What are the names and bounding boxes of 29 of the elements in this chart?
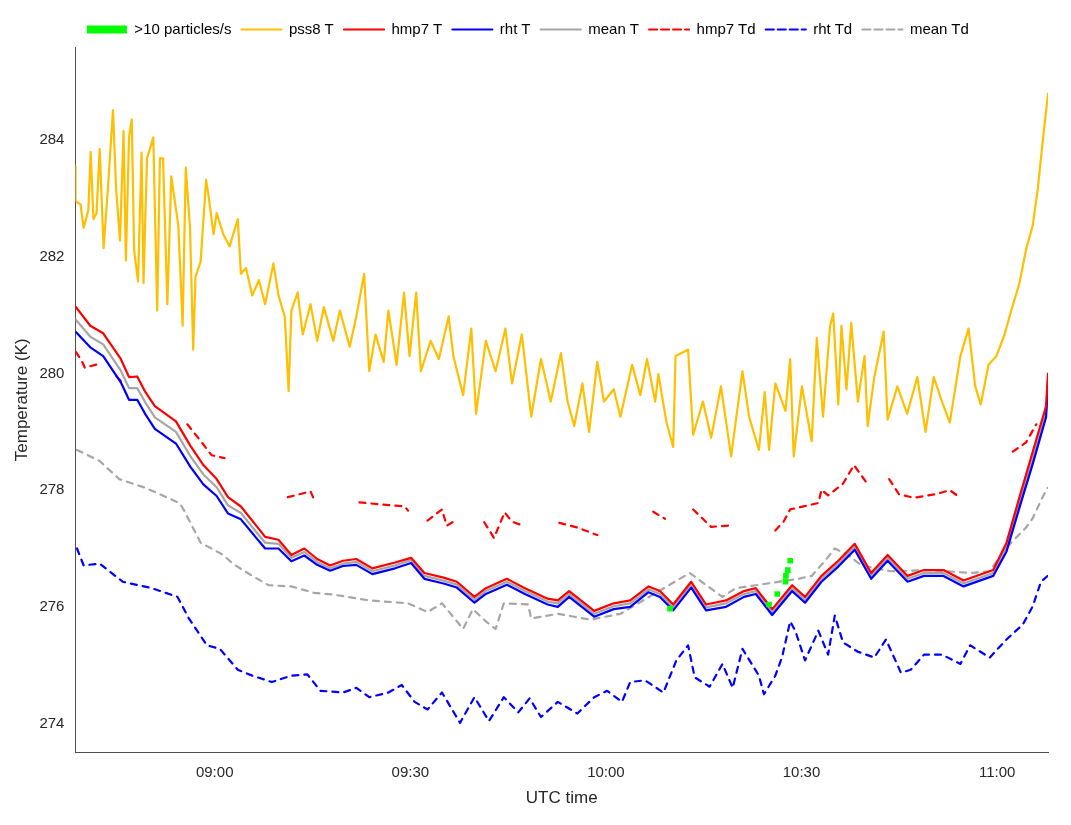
x-axis-title: UTC time bbox=[525, 788, 598, 808]
point bbox=[785, 567, 791, 573]
y-tick-label: 278 bbox=[39, 480, 65, 498]
legend-label: hmp7 Td bbox=[696, 19, 756, 37]
y-axis-title: Temperature (K) bbox=[11, 338, 31, 462]
legend-label: >10 particles/s bbox=[134, 19, 232, 37]
x-tick-label: 10:00 bbox=[587, 762, 625, 780]
legend-label: mean T bbox=[588, 19, 639, 37]
x-tick-label: 10:30 bbox=[782, 762, 821, 780]
point bbox=[787, 557, 794, 564]
line-series bbox=[75, 547, 1048, 724]
point bbox=[766, 601, 772, 608]
y-tick-label: 274 bbox=[39, 713, 65, 731]
x-tick-label: 11:00 bbox=[978, 762, 1016, 780]
y-tick-label: 282 bbox=[39, 247, 65, 265]
x-tick-label: 09:00 bbox=[195, 762, 234, 780]
point bbox=[783, 573, 789, 579]
y-tick-label: 280 bbox=[39, 363, 65, 381]
legend-label: rht T bbox=[499, 19, 531, 37]
point bbox=[667, 605, 673, 612]
legend-label: pss8 T bbox=[289, 19, 334, 37]
y-tick-label: 276 bbox=[39, 596, 65, 614]
x-tick-label: 09:30 bbox=[391, 762, 430, 780]
point bbox=[774, 591, 781, 597]
y-tick-label: 284 bbox=[39, 130, 65, 148]
point bbox=[782, 578, 789, 585]
legend-label: rht Td bbox=[813, 19, 853, 37]
legend-label: mean Td bbox=[909, 19, 969, 37]
legend-label: hmp7 T bbox=[391, 19, 443, 37]
